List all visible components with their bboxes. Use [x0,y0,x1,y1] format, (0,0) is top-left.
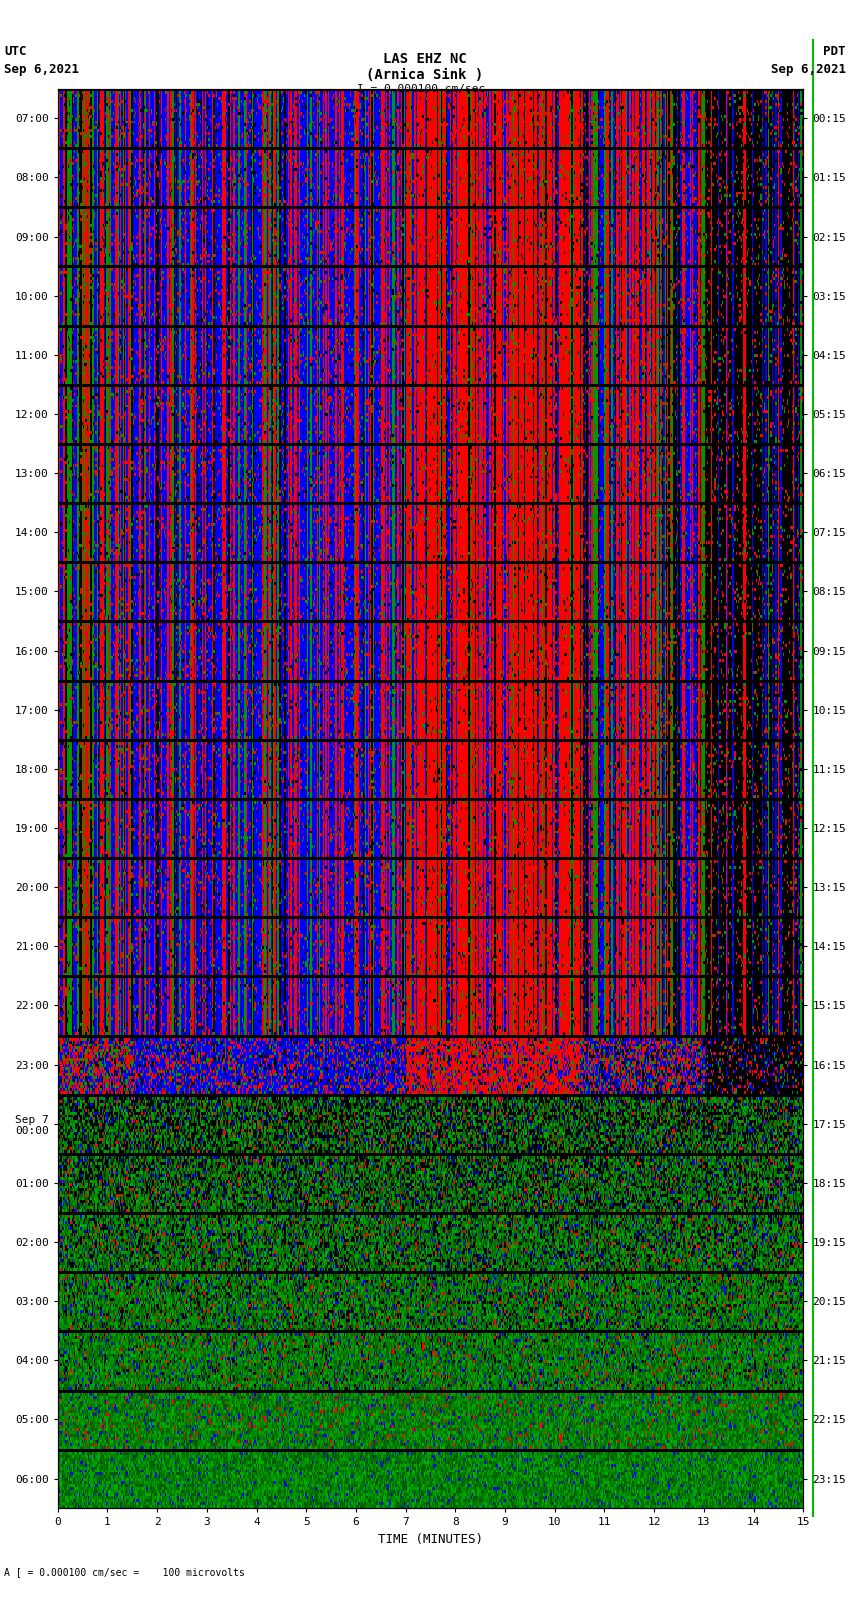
X-axis label: TIME (MINUTES): TIME (MINUTES) [378,1532,483,1545]
Text: I = 0.000100 cm/sec: I = 0.000100 cm/sec [357,84,484,94]
Text: A [ = 0.000100 cm/sec =    100 microvolts: A [ = 0.000100 cm/sec = 100 microvolts [4,1568,245,1578]
Text: Sep 6,2021: Sep 6,2021 [771,63,846,76]
Text: PDT: PDT [824,45,846,58]
Text: LAS EHZ NC: LAS EHZ NC [383,52,467,66]
Text: UTC: UTC [4,45,26,58]
Text: Sep 6,2021: Sep 6,2021 [4,63,79,76]
Text: (Arnica Sink ): (Arnica Sink ) [366,68,484,82]
